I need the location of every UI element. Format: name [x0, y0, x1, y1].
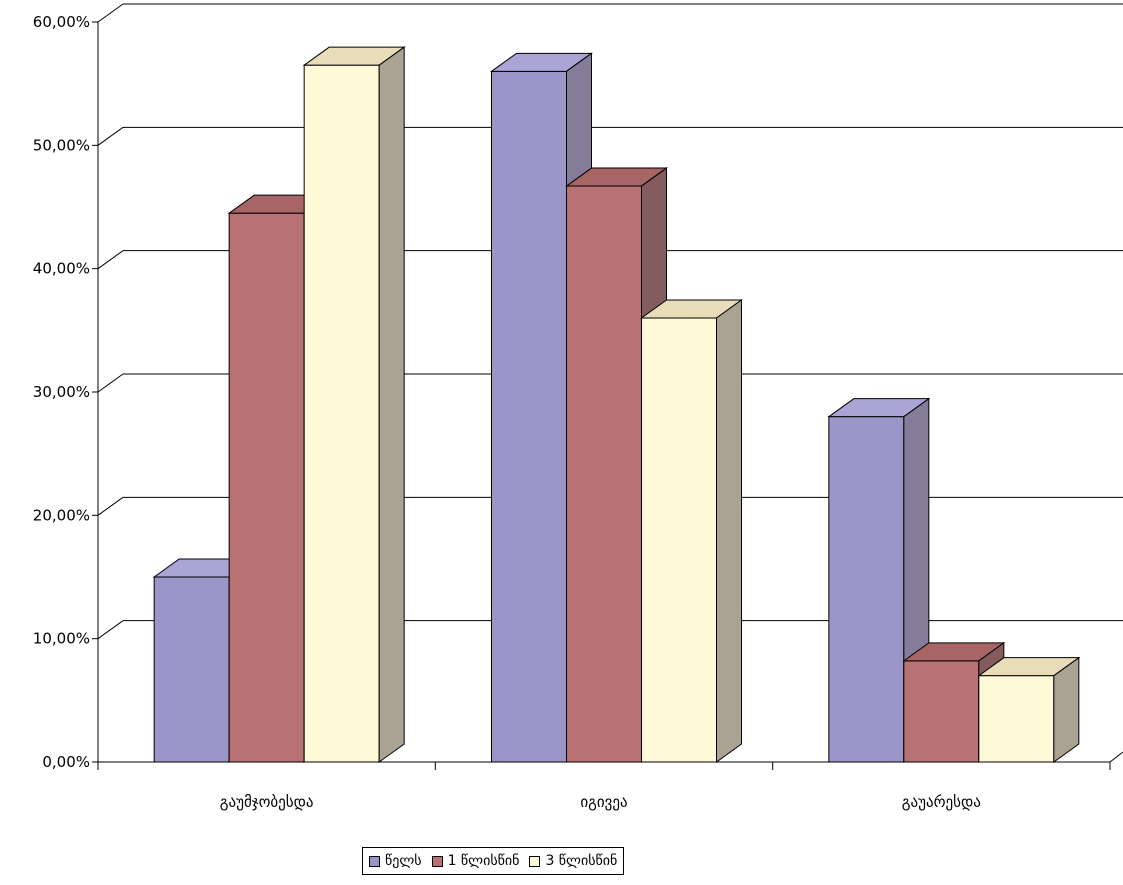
ytick-label-6: 60,00%: [33, 13, 90, 31]
ytick-label-0: 0,00%: [42, 753, 90, 771]
bar-2-2-side: [1053, 656, 1080, 763]
bar-2-1-front: [903, 660, 980, 763]
legend-swatch-0: [369, 855, 380, 867]
legend-swatch-2: [529, 855, 541, 867]
xtick-label-1: იგივეა: [580, 793, 627, 811]
bar-2-2-front: [978, 675, 1055, 763]
bar-1-1-front: [566, 185, 642, 763]
grid-diagonal-2: [97, 496, 124, 516]
legend-item-2: 3 წლისწინ: [529, 853, 617, 869]
grid-diagonal-1: [97, 620, 124, 640]
grid-diagonal-4: [97, 250, 124, 270]
bar-1-2-side: [716, 299, 742, 763]
bar-0-0-front: [153, 576, 230, 763]
ytick-label-2: 20,00%: [33, 506, 90, 524]
ytick-label-5: 50,00%: [33, 136, 90, 154]
grid-diagonal-5: [97, 126, 124, 146]
legend-label-0: წელს: [385, 853, 422, 869]
legend-swatch-1: [431, 855, 443, 867]
grid-diagonal-3: [97, 373, 124, 393]
grid-diagonal-6: [97, 3, 124, 23]
chart-legend: წელს 1 წლისწინ 3 წლისწინ: [362, 847, 625, 875]
ytick-label-3: 30,00%: [33, 383, 90, 401]
bar-1-0-front: [491, 70, 567, 763]
legend-item-0: წელს: [369, 853, 422, 869]
bar-0-1-front: [228, 212, 305, 763]
bar-2-0-front: [828, 416, 905, 763]
bar-0-2-side: [378, 46, 405, 763]
legend-item-1: 1 წლისწინ: [431, 853, 520, 869]
legend-label-1: 1 წლისწინ: [447, 853, 520, 869]
bar-1-2-front: [641, 317, 717, 763]
xtick-label-0: გაუმჯობესდა: [220, 793, 314, 811]
legend-label-2: 3 წლისწინ: [545, 853, 618, 869]
floor-corner-diagonal: [1109, 751, 1123, 763]
xtick-label-2: გაუარესდა: [902, 793, 981, 811]
ytick-label-1: 10,00%: [33, 630, 90, 648]
bar-0-2-front: [303, 64, 380, 763]
ytick-label-4: 40,00%: [33, 260, 90, 278]
